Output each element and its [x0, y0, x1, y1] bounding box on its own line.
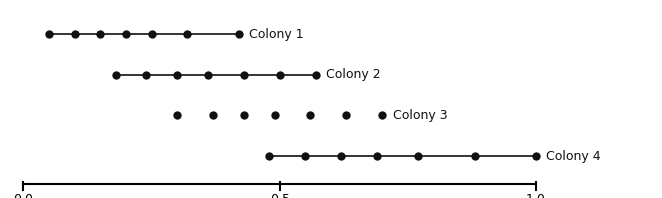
Text: 0.0: 0.0	[13, 192, 34, 198]
Text: 0.5: 0.5	[269, 192, 290, 198]
Text: Colony 4: Colony 4	[546, 149, 601, 163]
Text: Colony 2: Colony 2	[326, 69, 381, 81]
Text: Colony 3: Colony 3	[393, 109, 447, 122]
Text: 1.0: 1.0	[526, 192, 546, 198]
Text: Colony 1: Colony 1	[249, 28, 304, 41]
